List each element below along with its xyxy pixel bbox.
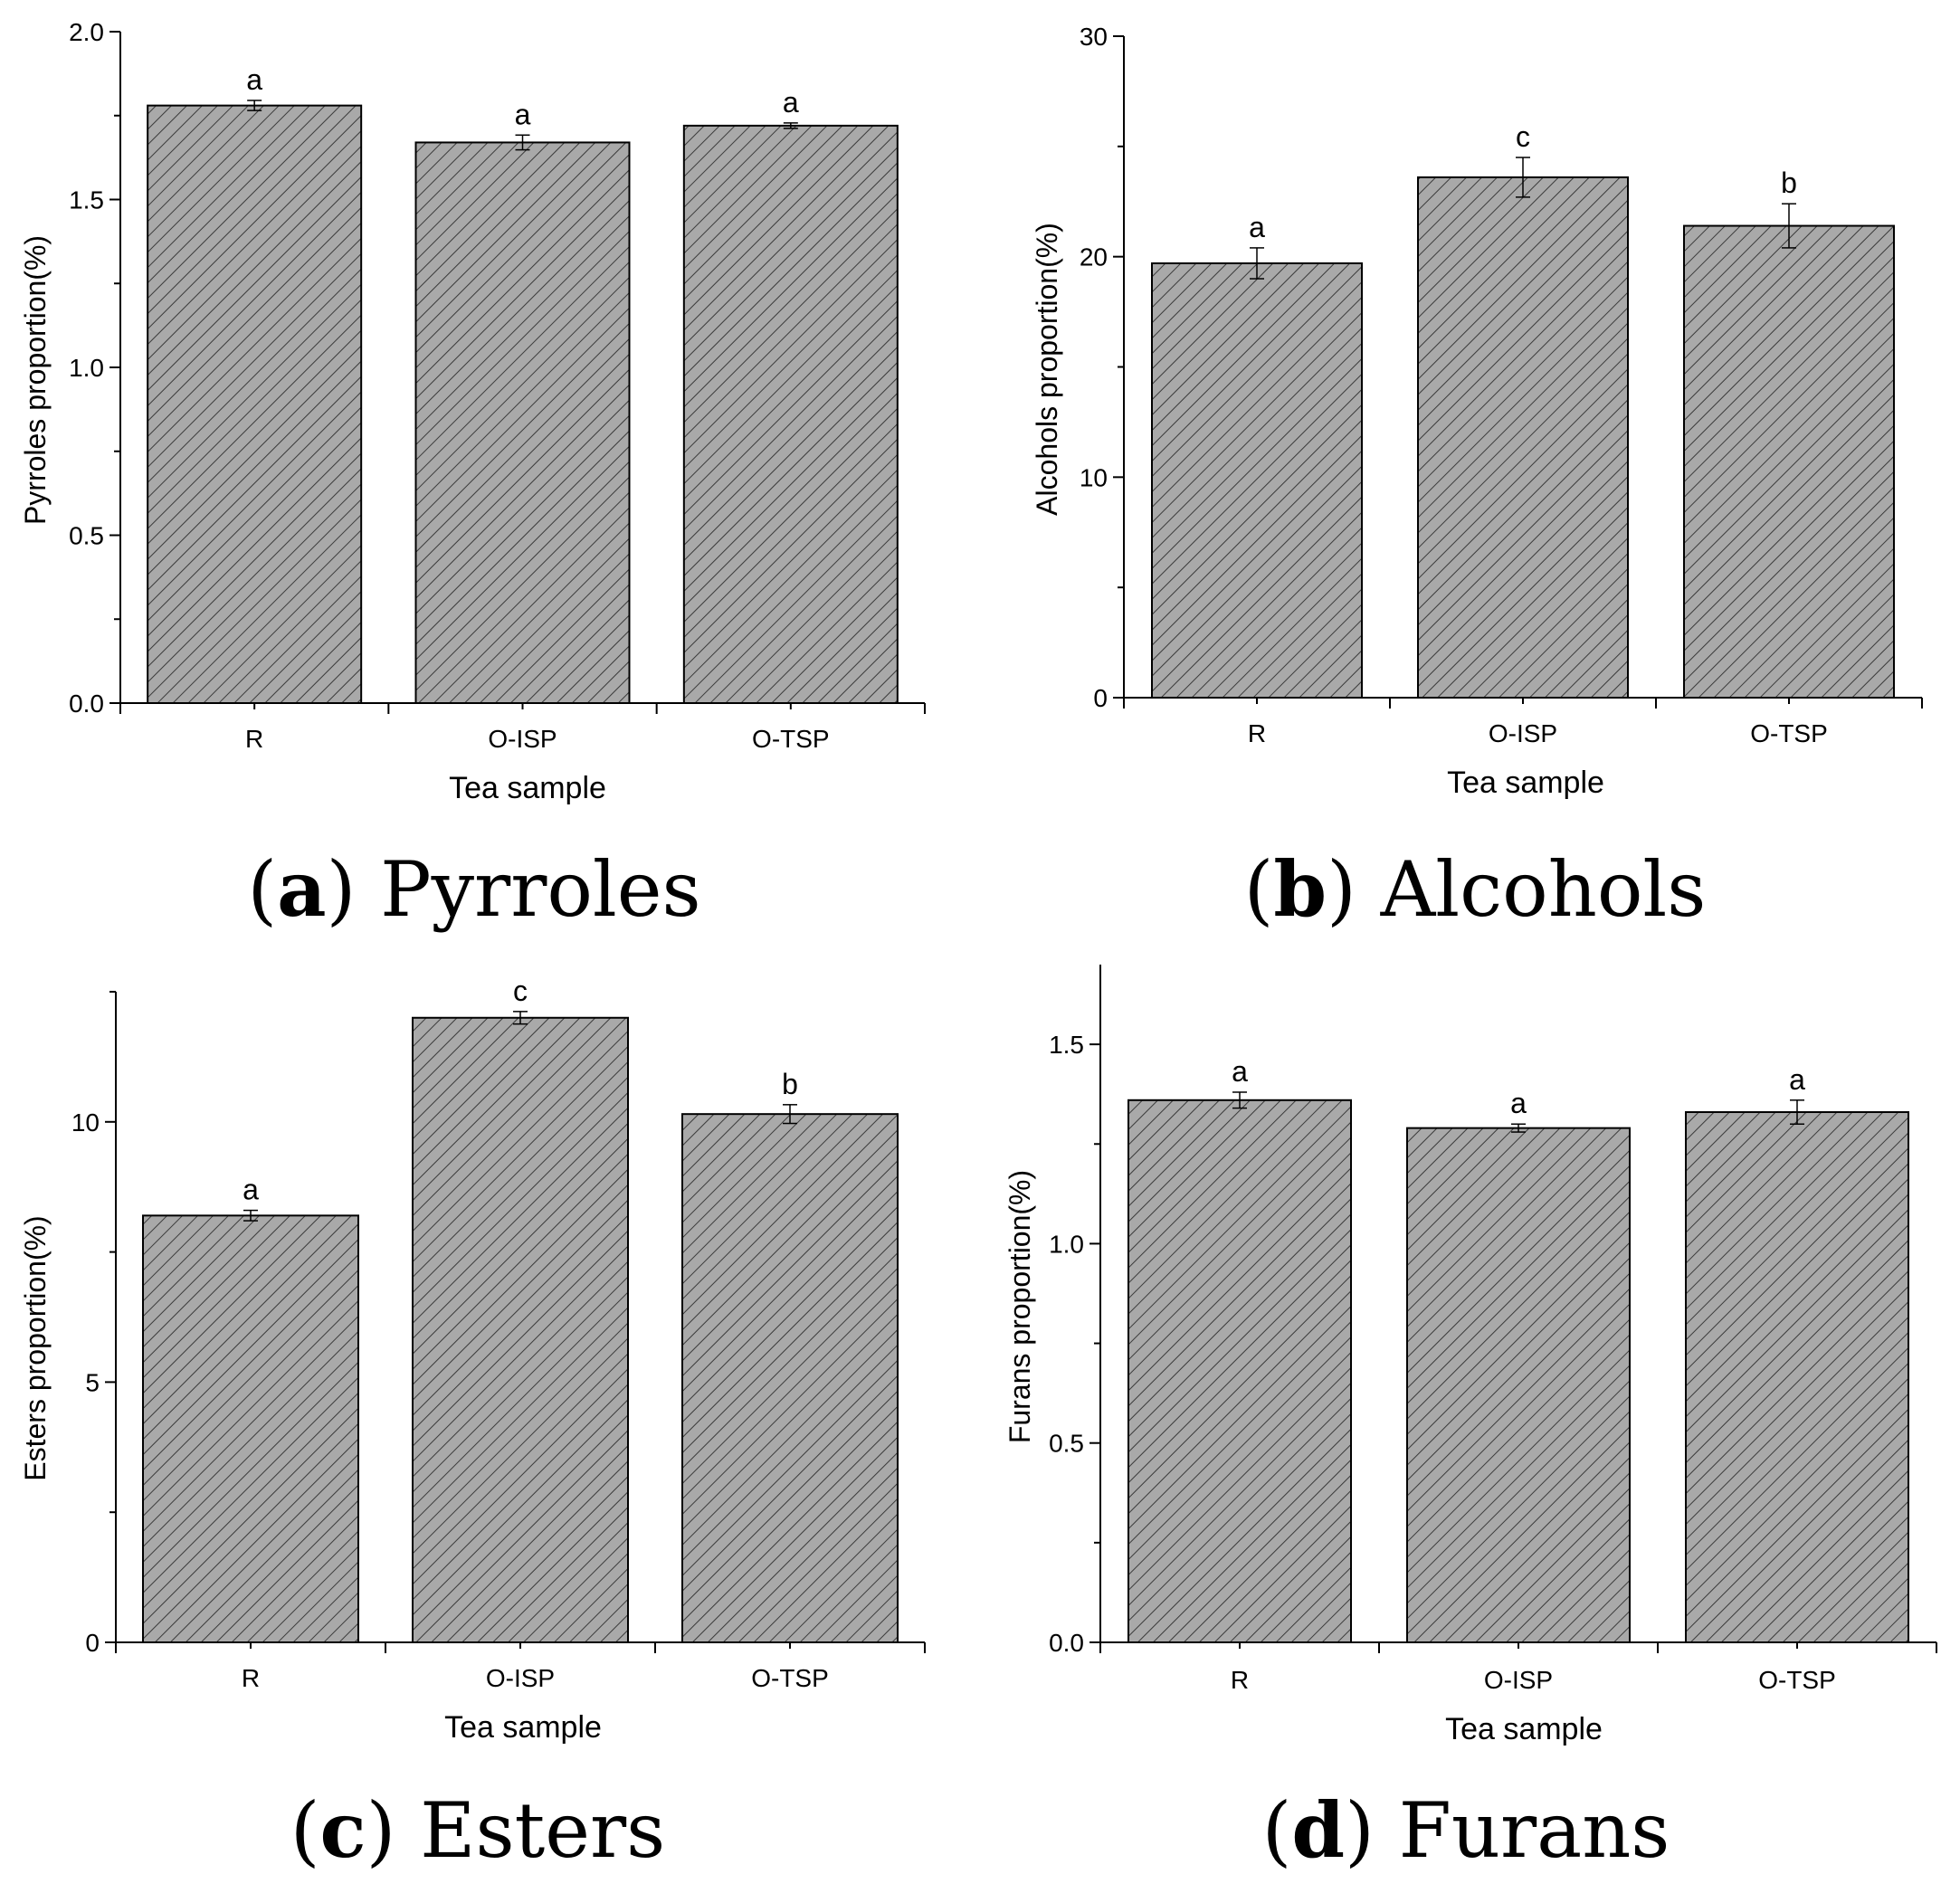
y-tick-label: 0 (1093, 684, 1108, 712)
x-tick-label: O-ISP (1489, 719, 1557, 747)
panel-a: 0.0 0.5 1.0 1.5 2.0 a Ra O-ISP a O-TSP Pyrroles p… (19, 18, 926, 934)
caption-title: Pyrroles (380, 845, 701, 934)
y-axis-label: Alcohols proportion(%) (1031, 223, 1063, 516)
significance-label: a (246, 63, 262, 96)
significance-label: a (1510, 1087, 1527, 1119)
significance-label: a (1232, 1055, 1248, 1088)
x-tick-label: R (1231, 1666, 1249, 1694)
y-tick-label: 10 (1080, 463, 1108, 491)
caption-letter: a (277, 844, 326, 934)
panel-caption: (a) Pyrroles (247, 844, 700, 934)
y-tick-label: 20 (1080, 243, 1108, 271)
y-tick-label: 2.0 (69, 18, 104, 46)
plot-esters: 0 5 10 a Rc O-ISP b O-TSP (71, 975, 926, 1692)
x-axis-label: Tea sample (1447, 766, 1604, 800)
x-tick-label: O-TSP (1758, 1666, 1836, 1694)
y-tick-label: 5 (85, 1368, 100, 1396)
x-tick-label: R (1248, 719, 1266, 747)
bar-r (1151, 262, 1363, 699)
x-tick-label: O-ISP (486, 1664, 555, 1692)
caption-title: Esters (420, 1786, 665, 1875)
x-tick-label: O-TSP (751, 1664, 829, 1692)
significance-label: b (782, 1068, 798, 1100)
x-tick-label: R (242, 1664, 260, 1692)
y-tick-label: 1.5 (1049, 1031, 1084, 1059)
caption-letter: c (319, 1785, 366, 1875)
y-tick-label: 1.0 (1049, 1230, 1084, 1258)
panel-caption: (b) Alcohols (1244, 844, 1707, 934)
bar-o-tsp (682, 124, 899, 704)
significance-label: c (1516, 120, 1530, 153)
x-axis-label: Tea sample (449, 771, 606, 805)
panel-caption: (c) Esters (290, 1785, 666, 1875)
y-axis-label: Esters proportion(%) (19, 1215, 52, 1480)
significance-label: a (783, 86, 799, 119)
caption-title: Furans (1399, 1786, 1670, 1875)
bar-o-isp (412, 1016, 629, 1643)
bar-r (1127, 1099, 1352, 1644)
bar-o-tsp (1685, 1111, 1909, 1644)
plot-furans: 0.0 0.5 1.0 1.5 a Ra O-ISP a O-TSP (1049, 965, 1937, 1694)
x-tick-label: O-ISP (488, 725, 557, 753)
y-tick-label: 10 (71, 1108, 100, 1137)
caption-letter: d (1291, 1785, 1345, 1875)
y-tick-label: 1.5 (69, 186, 104, 214)
plot-alcohols: 0 10 20 30 a Rc O-ISP b O-TSP (1080, 23, 1923, 747)
y-tick-label: 30 (1080, 23, 1108, 51)
panel-caption: (d) Furans (1262, 1785, 1670, 1875)
caption-title: Alcohols (1380, 845, 1707, 934)
y-tick-label: 0.5 (1049, 1430, 1084, 1458)
panel-b: 0 10 20 30 a Rc O-ISP b O-TSP Alcohols proportio… (1031, 23, 1923, 934)
x-tick-label: O-ISP (1484, 1666, 1553, 1694)
bar-o-tsp (1683, 224, 1895, 699)
caption-letter: b (1273, 844, 1327, 934)
y-tick-label: 0.5 (69, 522, 104, 550)
bar-o-isp (414, 141, 631, 704)
y-tick-label: 0.0 (69, 690, 104, 718)
significance-label: a (1789, 1063, 1805, 1096)
x-tick-label: R (245, 725, 263, 753)
x-tick-label: O-TSP (752, 725, 830, 753)
plot-pyrroles: 0.0 0.5 1.0 1.5 2.0 a Ra O-ISP a O-TSP (69, 18, 926, 753)
x-tick-label: O-TSP (1750, 719, 1828, 747)
significance-label: b (1781, 166, 1797, 199)
bar-o-tsp (681, 1113, 899, 1643)
y-tick-label: 0.0 (1049, 1629, 1084, 1657)
y-axis-label: Furans proportion(%) (1004, 1170, 1036, 1443)
significance-label: a (243, 1174, 259, 1206)
significance-label: c (513, 975, 528, 1007)
bar-o-isp (1417, 176, 1629, 699)
x-axis-label: Tea sample (1445, 1712, 1603, 1746)
y-axis-label: Pyrroles proportion(%) (19, 235, 52, 525)
bar-o-isp (1406, 1127, 1631, 1644)
bar-r (147, 104, 363, 705)
panel-d: 0.0 0.5 1.0 1.5 a Ra O-ISP a O-TSP Furans propor… (1004, 965, 1937, 1875)
x-axis-label: Tea sample (444, 1710, 602, 1745)
y-tick-label: 1.0 (69, 354, 104, 382)
significance-label: a (515, 98, 531, 130)
y-tick-label: 0 (85, 1629, 100, 1657)
significance-label: a (1249, 211, 1265, 243)
bar-r (142, 1214, 359, 1644)
